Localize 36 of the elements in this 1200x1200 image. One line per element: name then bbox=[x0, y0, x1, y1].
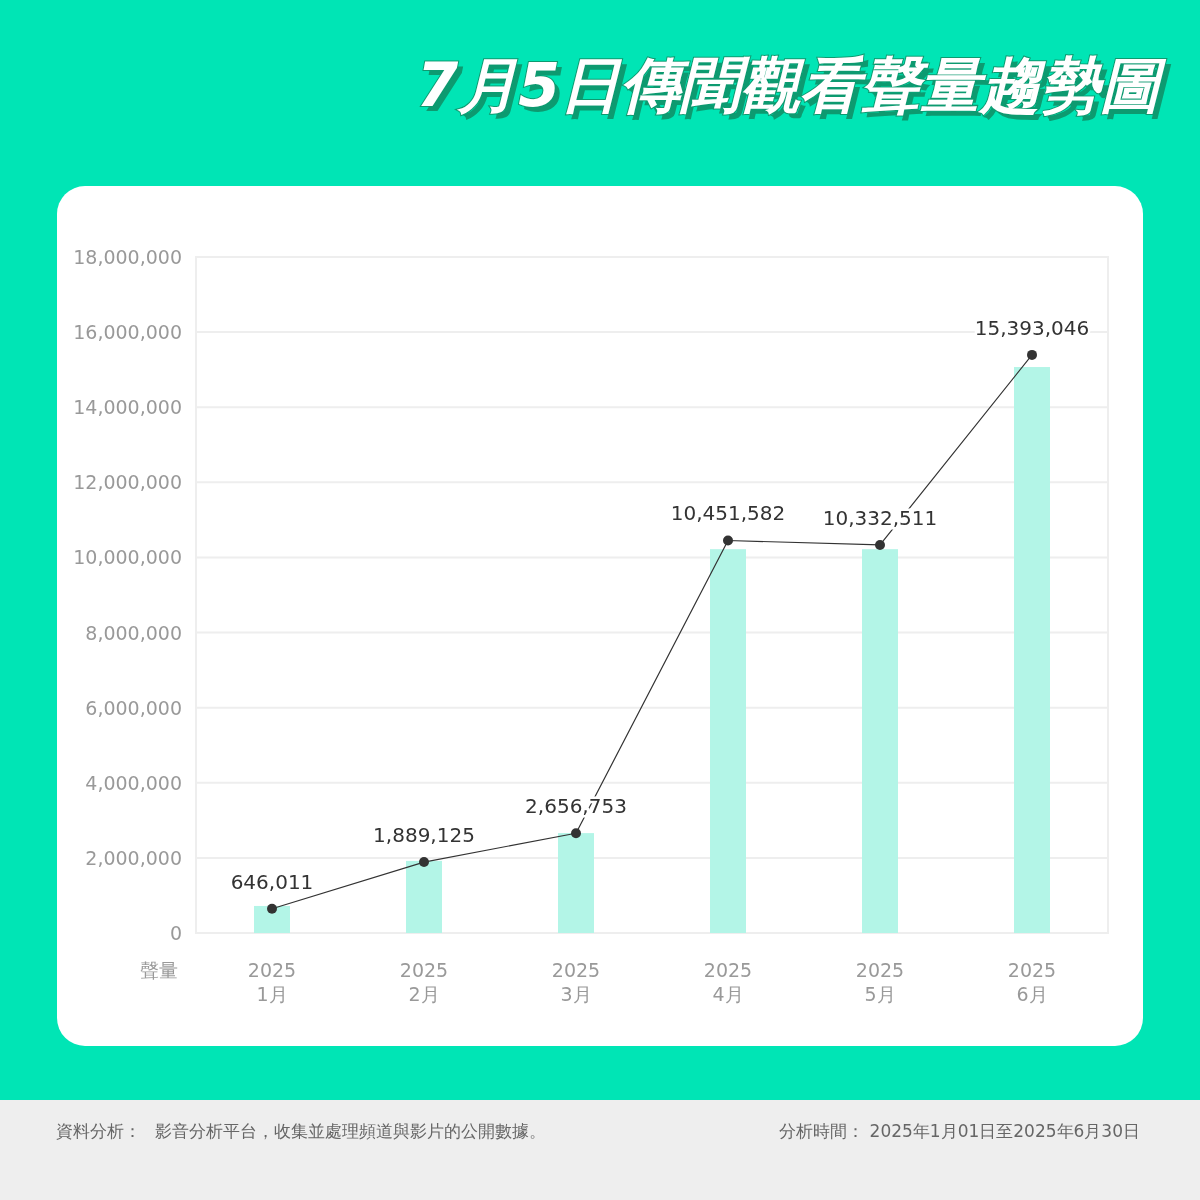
text: 影音分析平台，收集並處理頻道與影片的公開數據。 bbox=[155, 1121, 546, 1141]
y-tick-label: 0 bbox=[169, 922, 182, 944]
x-tick-label: 2025 2月 bbox=[399, 959, 449, 1005]
y-tick-label: 18,000,000 bbox=[73, 246, 182, 268]
bar bbox=[254, 905, 290, 933]
x-tick-label: 2025 5月 bbox=[855, 959, 905, 1005]
text: 資料分析： bbox=[56, 1121, 141, 1141]
y-tick-label: 8,000,000 bbox=[85, 621, 182, 644]
text: 分析時間： 2025年1月01日至2025年6月30日 bbox=[779, 1121, 1140, 1141]
point bbox=[1027, 349, 1037, 360]
x-tick-label: 2025 4月 bbox=[703, 959, 753, 1005]
x-tick-label: 2025 3月 bbox=[551, 959, 601, 1005]
data-label: 10,451,582 bbox=[670, 501, 786, 526]
point bbox=[723, 535, 733, 546]
point bbox=[267, 903, 277, 914]
data-label: 1,889,125 bbox=[373, 823, 475, 848]
y-tick-label: 10,000,000 bbox=[73, 546, 182, 569]
bar bbox=[710, 549, 746, 933]
data-label: 15,393,046 bbox=[974, 315, 1090, 340]
bar bbox=[1014, 367, 1050, 933]
y-tick-label: 4,000,000 bbox=[85, 771, 182, 794]
bar bbox=[558, 833, 594, 933]
bar bbox=[406, 860, 442, 933]
bar bbox=[862, 549, 898, 933]
y-tick-label: 6,000,000 bbox=[85, 696, 182, 719]
x-tick-label: 2025 6月 bbox=[1007, 959, 1057, 1005]
y-tick-label: 2,000,000 bbox=[85, 846, 182, 869]
x-tick-label: 2025 1月 bbox=[247, 959, 297, 1005]
point bbox=[875, 539, 885, 550]
y-tick-label: 14,000,000 bbox=[73, 396, 182, 419]
y-tick-label: 16,000,000 bbox=[73, 321, 182, 344]
y-axis-title: 聲量 bbox=[140, 959, 178, 981]
point bbox=[571, 828, 581, 839]
y-tick-label: 12,000,000 bbox=[73, 471, 182, 494]
point bbox=[419, 857, 429, 868]
data-label: 646,011 bbox=[230, 869, 314, 894]
